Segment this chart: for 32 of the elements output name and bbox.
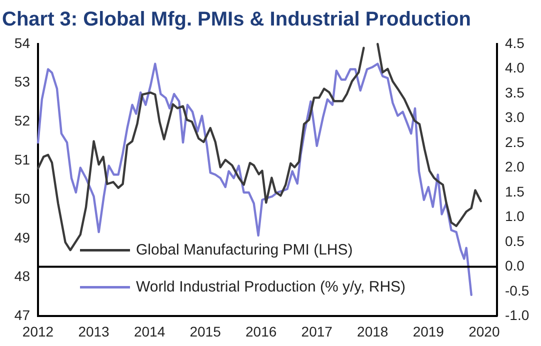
x-tick-label: 2019	[412, 323, 444, 340]
y-tick-label: 48	[14, 268, 30, 284]
y2-tick-label: 1.0	[505, 208, 525, 224]
y2-tick-label: -1.0	[505, 307, 530, 324]
x-tick-label: 2013	[78, 323, 110, 340]
x-tick-label: 2016	[246, 323, 277, 340]
y2-tick-label: 1.5	[505, 183, 525, 200]
y-tick-label: 54	[14, 34, 30, 51]
y2-tick-label: 3.5	[505, 84, 525, 100]
y-tick-label: 51	[14, 152, 30, 168]
y2-tick-label: 0.0	[505, 258, 525, 274]
y-tick-label: 53	[14, 74, 30, 90]
y2-tick-label: 4.0	[505, 60, 525, 76]
y-tick-label: 50	[14, 190, 30, 206]
y2-tick-label: 3.0	[505, 109, 525, 126]
y2-tick-label: 4.5	[505, 34, 525, 51]
y2-tick-label: 0.5	[505, 232, 525, 249]
x-tick-label: 2018	[357, 323, 388, 340]
x-tick-label: 2015	[190, 323, 222, 340]
x-tick-label: 2017	[301, 323, 333, 340]
x-tick-label: 2020	[468, 323, 500, 340]
y2-tick-label: -0.5	[505, 282, 530, 298]
y-tick-label: 52	[14, 112, 30, 129]
legend-label: Global Manufacturing PMI (LHS)	[136, 241, 353, 258]
y-tick-label: 49	[14, 229, 30, 246]
chart-title: Chart 3: Global Mfg. PMIs & Industrial Production	[2, 8, 471, 31]
y2-tick-label: 2.5	[505, 134, 525, 150]
y-tick-label: 47	[14, 307, 30, 324]
x-tick-label: 2012	[22, 323, 54, 340]
x-tick-label: 2014	[134, 323, 166, 340]
y2-tick-label: 2.0	[505, 158, 525, 175]
legend-label: World Industrial Production (% y/y, RHS)	[136, 278, 406, 296]
